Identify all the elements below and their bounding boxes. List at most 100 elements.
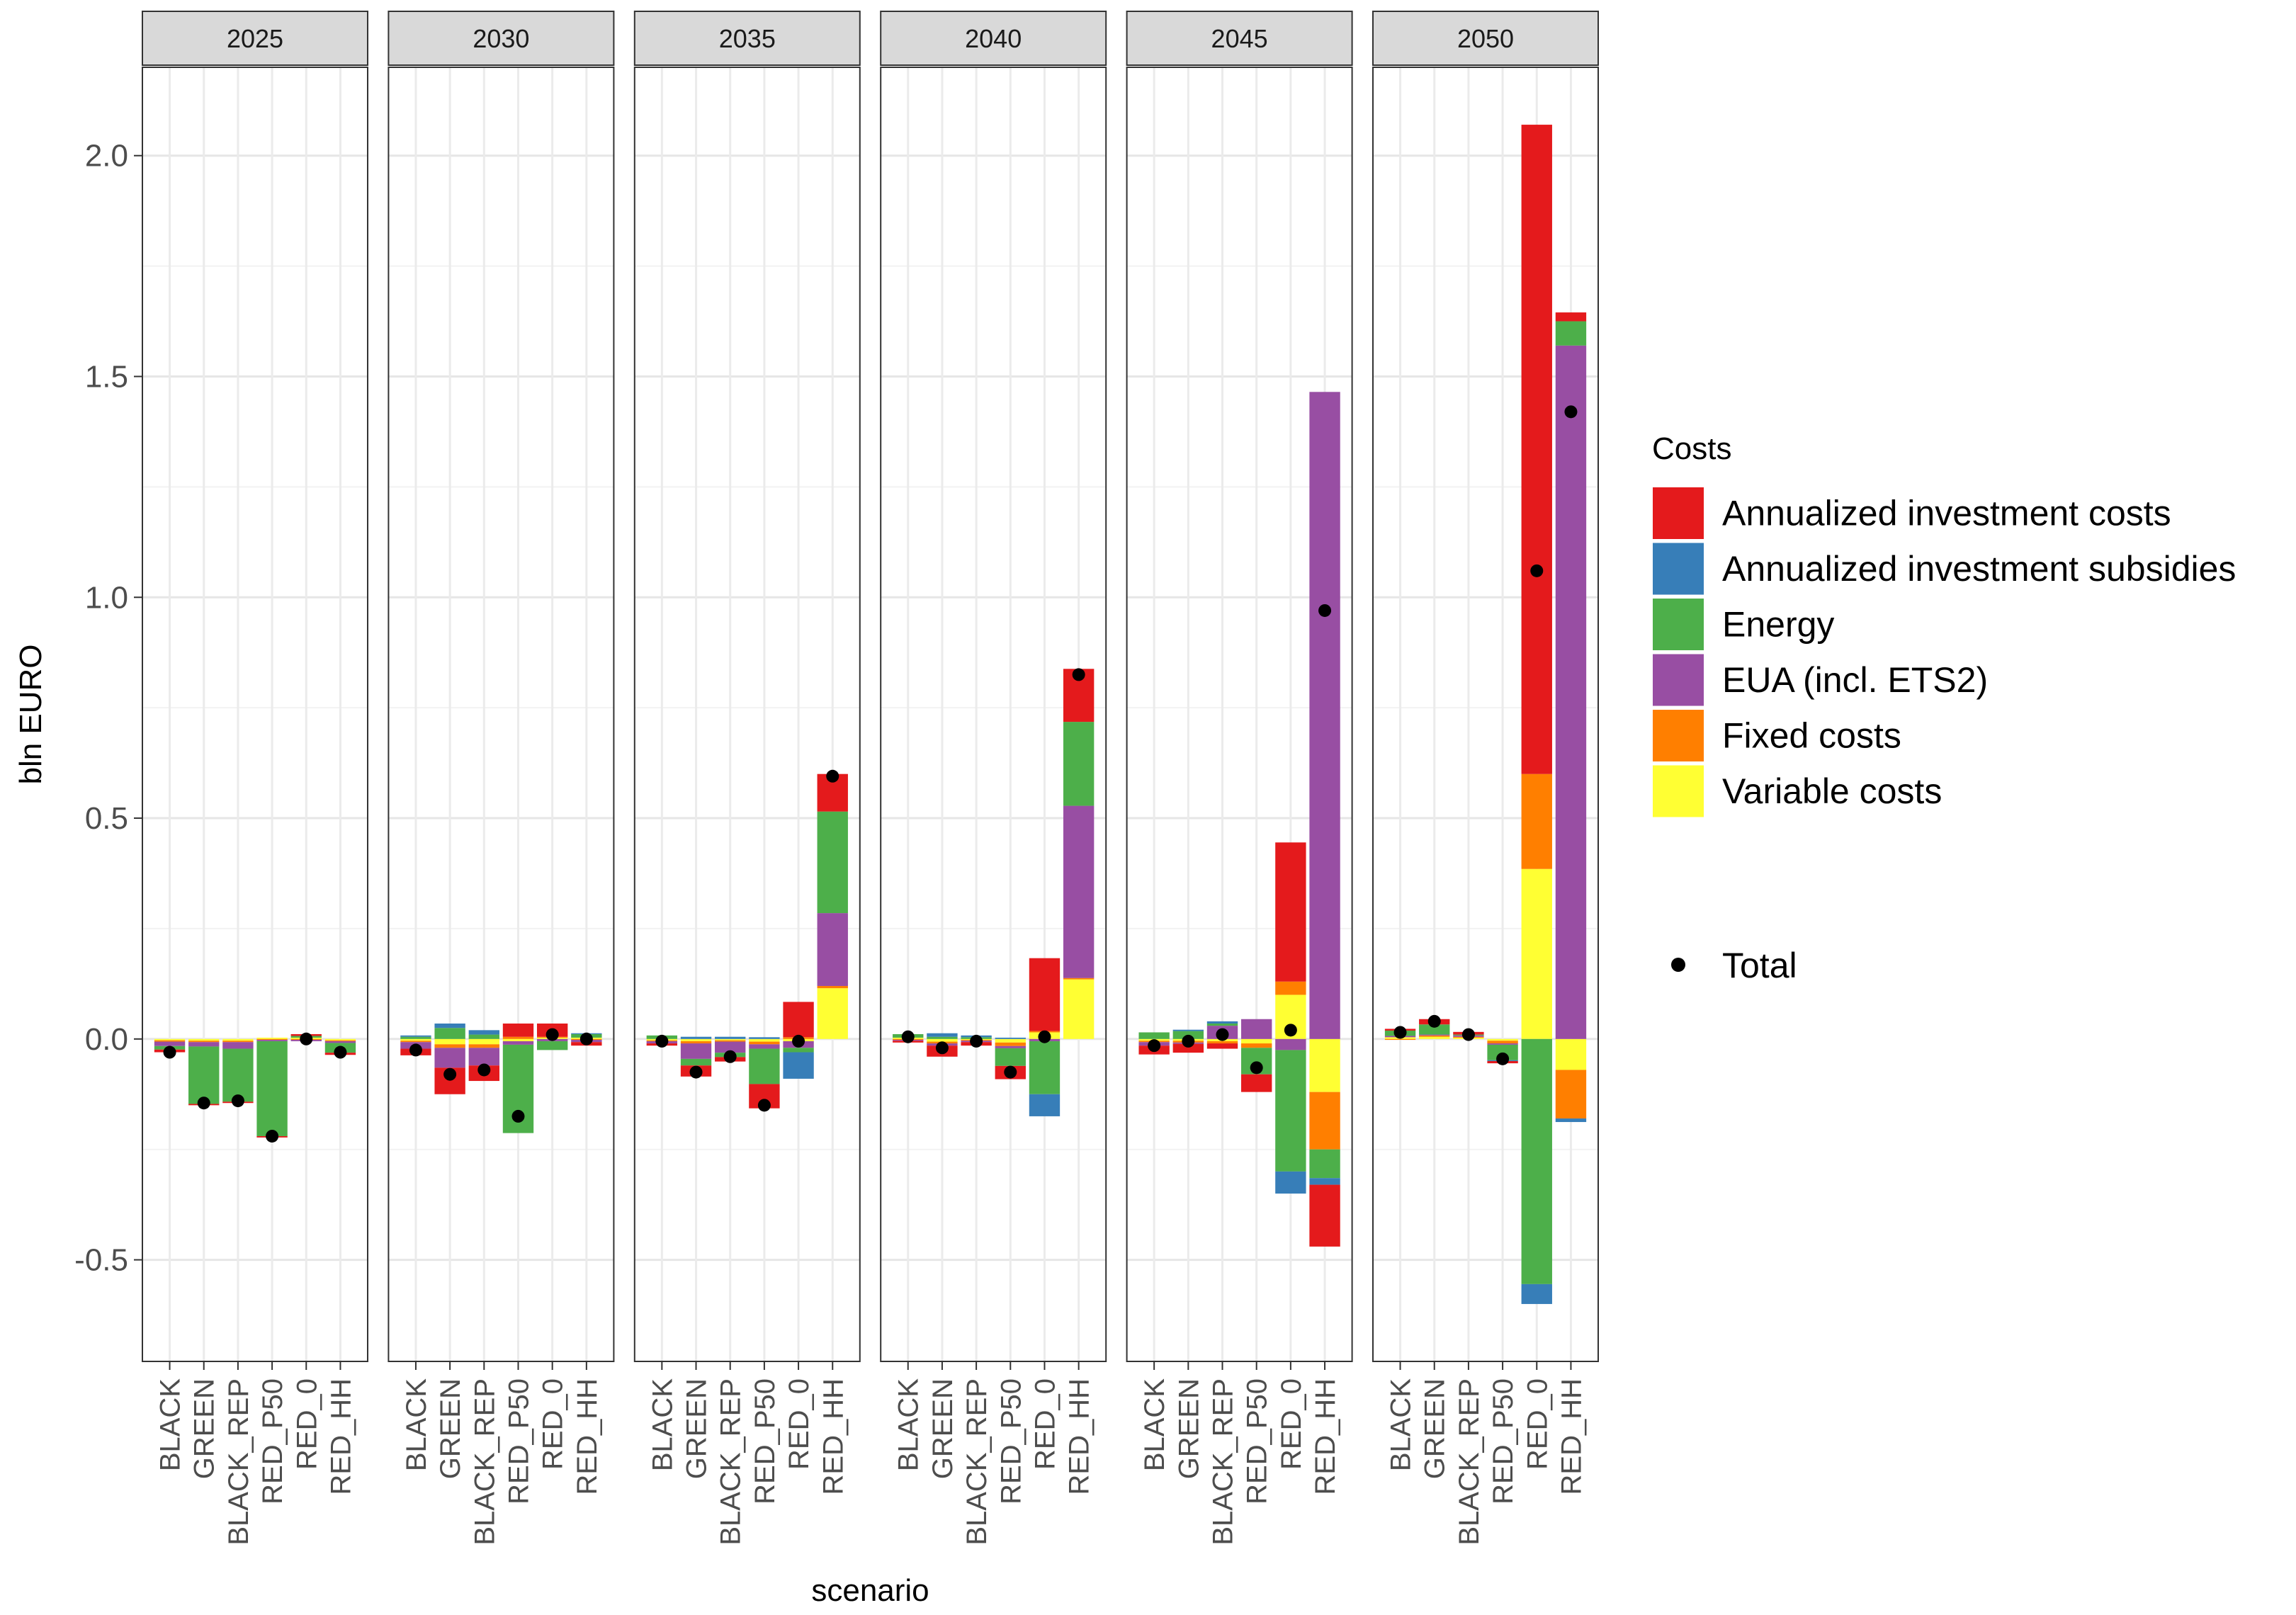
- legend-item-fixed-costs: Fixed costs: [1653, 710, 1901, 761]
- y-axis-title: bln EURO: [13, 644, 48, 784]
- bar-segment-energy: [749, 1048, 780, 1084]
- bar-segment-variable-costs: [502, 1038, 534, 1041]
- total-point: [1530, 564, 1544, 577]
- panel-background: [634, 67, 860, 1361]
- bar-segment-annualized-investment-subsidies: [434, 1023, 465, 1028]
- bar-segment-annualized-investment-subsidies: [1172, 1029, 1204, 1031]
- x-tick-label: BLACK: [1139, 1378, 1170, 1471]
- total-point: [1038, 1030, 1051, 1043]
- facet-strip-label: 2050: [1457, 24, 1514, 53]
- bar-segment-variable-costs: [188, 1038, 220, 1041]
- x-tick-label: BLACK_REP: [1454, 1378, 1485, 1546]
- total-point: [545, 1028, 559, 1041]
- bar-segment-variable-costs: [680, 1038, 712, 1041]
- bar-segment-annualized-investment-subsidies: [1555, 1118, 1587, 1123]
- x-tick-label: BLACK: [1386, 1378, 1417, 1471]
- total-point: [409, 1043, 422, 1057]
- x-tick-label: GREEN: [189, 1378, 220, 1479]
- y-tick-label: -0.5: [74, 1243, 128, 1278]
- bar-segment-eua-incl-ets2: [1555, 345, 1587, 1039]
- total-point: [1148, 1039, 1161, 1053]
- bar-segment-variable-costs: [749, 1038, 780, 1042]
- bar-segment-annualized-investment-subsidies: [927, 1033, 958, 1037]
- bar-segment-eua-incl-ets2: [434, 1048, 465, 1068]
- x-tick-label: RED_0: [291, 1378, 322, 1470]
- bar-segment-energy: [1521, 1038, 1552, 1284]
- x-tick-label: RED_0: [784, 1378, 815, 1470]
- legend-label: Energy: [1722, 605, 1834, 645]
- bar-segment-fixed-costs: [1063, 978, 1095, 980]
- bar-segment-annualized-investment-costs: [1275, 842, 1306, 982]
- bar-segment-eua-incl-ets2: [817, 913, 848, 986]
- bar-black-rep: [1206, 1021, 1238, 1049]
- x-tick-label: BLACK: [401, 1378, 432, 1471]
- total-point: [1072, 668, 1085, 681]
- bar-red-0: [536, 1023, 568, 1050]
- x-tick-label: BLACK: [893, 1378, 924, 1471]
- bar-red-hh: [1063, 668, 1095, 1039]
- total-point: [826, 769, 839, 783]
- total-point: [1564, 405, 1578, 419]
- bar-segment-eua-incl-ets2: [749, 1044, 780, 1049]
- bar-segment-annualized-investment-costs: [1521, 125, 1552, 774]
- bar-segment-energy: [1555, 321, 1587, 346]
- bar-segment-energy: [222, 1048, 254, 1102]
- x-tick-label: RED_HH: [572, 1378, 603, 1495]
- bar-segment-fixed-costs: [1419, 1035, 1450, 1037]
- total-point: [935, 1041, 949, 1055]
- legend-label: Total: [1722, 946, 1797, 985]
- bar-segment-annualized-investment-subsidies: [468, 1030, 499, 1035]
- x-tick-label: RED_P50: [995, 1378, 1027, 1504]
- bar-red-0: [1521, 125, 1552, 1304]
- total-point: [231, 1094, 244, 1108]
- bar-green: [188, 1038, 220, 1110]
- bar-black-rep: [715, 1036, 746, 1063]
- bar-segment-variable-costs: [324, 1038, 356, 1041]
- bar-black-rep: [222, 1038, 254, 1108]
- facet-strip-label: 2025: [227, 24, 283, 53]
- bar-segment-variable-costs: [154, 1038, 186, 1041]
- bar-segment-annualized-investment-costs: [1172, 1043, 1204, 1053]
- bar-segment-eua-incl-ets2: [1309, 392, 1340, 1039]
- x-tick-label: GREEN: [1173, 1378, 1204, 1479]
- bar-segment-energy: [783, 1048, 814, 1053]
- bar-segment-variable-costs: [222, 1038, 254, 1041]
- bar-segment-variable-costs: [400, 1038, 431, 1041]
- bar-segment-eua-incl-ets2: [188, 1042, 220, 1047]
- total-point: [970, 1034, 983, 1048]
- bar-segment-eua-incl-ets2: [1419, 1034, 1450, 1036]
- total-point: [579, 1032, 593, 1046]
- bar-segment-fixed-costs: [1384, 1038, 1416, 1041]
- bar-segment-fixed-costs: [400, 1041, 431, 1043]
- bar-segment-eua-incl-ets2: [995, 1046, 1026, 1048]
- x-tick-label: RED_P50: [257, 1378, 288, 1504]
- total-point: [901, 1030, 915, 1043]
- y-tick-label: 0.0: [85, 1022, 128, 1057]
- panel-background: [388, 67, 614, 1361]
- total-point: [723, 1050, 737, 1063]
- legend-key: [1653, 654, 1704, 706]
- panel-border: [1126, 67, 1353, 1362]
- bar-segment-fixed-costs: [817, 985, 848, 989]
- panel-border: [142, 67, 368, 1362]
- x-tick-label: BLACK_REP: [223, 1378, 254, 1546]
- facet-panel-2040: 2040 BLACK GREEN BLACK_REP RED_P50 RED_0 RED_H…: [880, 11, 1107, 1546]
- panel-border: [1372, 67, 1599, 1362]
- bar-segment-fixed-costs: [749, 1041, 780, 1045]
- bar-red-hh: [817, 769, 848, 1039]
- legend: Costs Annualized investment costs Annuali…: [1652, 431, 2236, 985]
- bar-red-p50: [995, 1037, 1026, 1080]
- bar-segment-fixed-costs: [154, 1040, 186, 1042]
- x-tick-label: GREEN: [1420, 1378, 1451, 1479]
- bar-black: [893, 1030, 924, 1043]
- bar-segment-fixed-costs: [1487, 1041, 1518, 1044]
- bar-segment-variable-costs: [1555, 1038, 1587, 1070]
- legend-key: [1653, 765, 1704, 817]
- bar-red-p50: [1241, 1019, 1272, 1092]
- legend-total-point: [1671, 958, 1685, 972]
- legend-label: EUA (incl. ETS2): [1722, 660, 1988, 700]
- bar-segment-eua-incl-ets2: [154, 1041, 186, 1046]
- bar-black-rep: [961, 1034, 992, 1048]
- bar-segment-eua-incl-ets2: [1275, 1038, 1306, 1050]
